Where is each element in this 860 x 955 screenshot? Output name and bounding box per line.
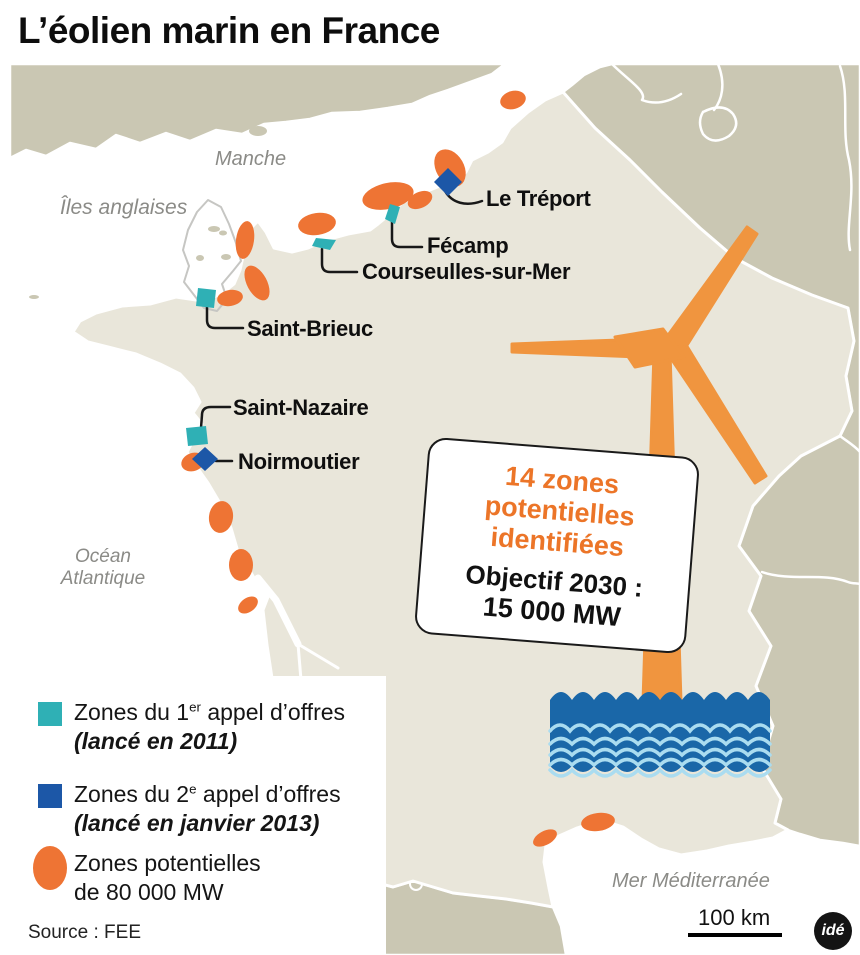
luxembourg-border xyxy=(698,106,738,142)
potential-zone-ellipse xyxy=(229,549,253,581)
legend-item-tender2-label: Zones du 2e appel d’offres xyxy=(74,781,341,808)
ocean-line1: Océan xyxy=(75,546,131,567)
city-label-noirmoutier: Noirmoutier xyxy=(238,449,360,474)
tender1-marker-fecamp xyxy=(385,204,400,224)
potential-zone-ellipse xyxy=(238,596,258,614)
leader-lines xyxy=(199,189,484,463)
sea-label-iles-anglaises: Îles anglaises xyxy=(60,196,188,219)
legend-item-potential-line2: de 80 000 MW xyxy=(74,879,224,905)
potential-zone-swatch xyxy=(33,846,67,890)
city-label-saint-nazaire: Saint-Nazaire xyxy=(233,395,369,420)
potential-zone-ellipse xyxy=(500,90,526,110)
potential-zone-ellipse xyxy=(407,190,433,210)
leader-line-courseulles xyxy=(320,247,359,274)
potential-zone-ellipse xyxy=(217,289,243,307)
label-superscript: er xyxy=(189,699,201,715)
leader-line-fecamp xyxy=(390,218,424,249)
leader-line-saint-brieuc xyxy=(205,304,245,330)
turbine-nacelle xyxy=(613,327,686,369)
tender1-marker-courseulles xyxy=(312,238,336,250)
legend-item-tender1-label: Zones du 1er appel d’offres xyxy=(74,699,345,726)
channel-islands-outline xyxy=(29,199,242,312)
potential-zone-ellipse xyxy=(298,212,336,236)
legend-item-tender2-note: (lancé en janvier 2013) xyxy=(74,810,320,836)
legend-panel: Zones du 1er appel d’offres (lancé en 20… xyxy=(0,676,386,955)
label-suffix: appel d’offres xyxy=(200,699,346,725)
label-prefix: Zones du 1 xyxy=(74,699,190,725)
germany-rhine-border xyxy=(838,64,853,252)
tender1-marker-saint-nazaire xyxy=(186,426,208,446)
switzerland-italy-border xyxy=(760,570,860,586)
city-label-saint-brieuc: Saint-Brieuc xyxy=(247,316,373,341)
ocean-line2: Atlantique xyxy=(60,568,146,589)
potential-zones xyxy=(181,90,615,847)
tender-markers xyxy=(186,168,462,471)
page-title: L’éolien marin en France xyxy=(18,10,440,51)
england-landmass xyxy=(8,62,507,160)
scale-bar xyxy=(688,933,782,937)
tender2-swatch xyxy=(38,784,62,808)
potential-zone-ellipse xyxy=(533,829,557,847)
city-label-fecamp: Fécamp xyxy=(427,233,509,258)
potential-zone-ellipse xyxy=(244,265,270,301)
legend-item-tender1-note: (lancé en 2011) xyxy=(74,728,238,754)
isle-of-wight xyxy=(249,126,267,136)
tender2-marker-le-treport xyxy=(434,168,462,196)
scale-label: 100 km xyxy=(698,905,771,930)
sea-label-ocean-atlantique: Océan Atlantique xyxy=(38,546,168,590)
tender2-marker-noirmoutier xyxy=(192,447,218,471)
potential-zone-ellipse xyxy=(235,221,255,259)
switzerland-north-border xyxy=(838,434,860,454)
sea-label-mediterranee: Mer Méditerranée xyxy=(612,870,770,892)
tender1-marker-saint-brieuc xyxy=(196,288,216,308)
turbine-blade-lower xyxy=(666,341,768,485)
sea-waves-graphic xyxy=(548,692,772,778)
source-credit: Source : FEE xyxy=(28,922,141,943)
callout-box: 14 zones potentielles identifiées Object… xyxy=(413,436,701,655)
ide-logo: idé xyxy=(814,912,852,950)
tender1-swatch xyxy=(38,702,62,726)
label-suffix: appel d’offres xyxy=(196,781,341,807)
label-superscript: e xyxy=(189,781,197,797)
legend-item-potential-line1: Zones potentielles xyxy=(74,850,261,876)
potential-zone-ellipse xyxy=(581,812,615,832)
label-prefix: Zones du 2 xyxy=(74,781,190,807)
gironde-estuary xyxy=(254,574,302,648)
leader-line-saint-nazaire xyxy=(199,405,232,430)
sea-label-manche: Manche xyxy=(215,148,287,170)
city-label-courseulles: Courseulles-sur-Mer xyxy=(362,259,571,284)
belgium-netherlands-border xyxy=(610,62,683,104)
potential-zone-ellipse xyxy=(208,501,234,533)
potential-zone-ellipse xyxy=(362,182,414,210)
city-label-le-treport: Le Tréport xyxy=(486,186,591,211)
